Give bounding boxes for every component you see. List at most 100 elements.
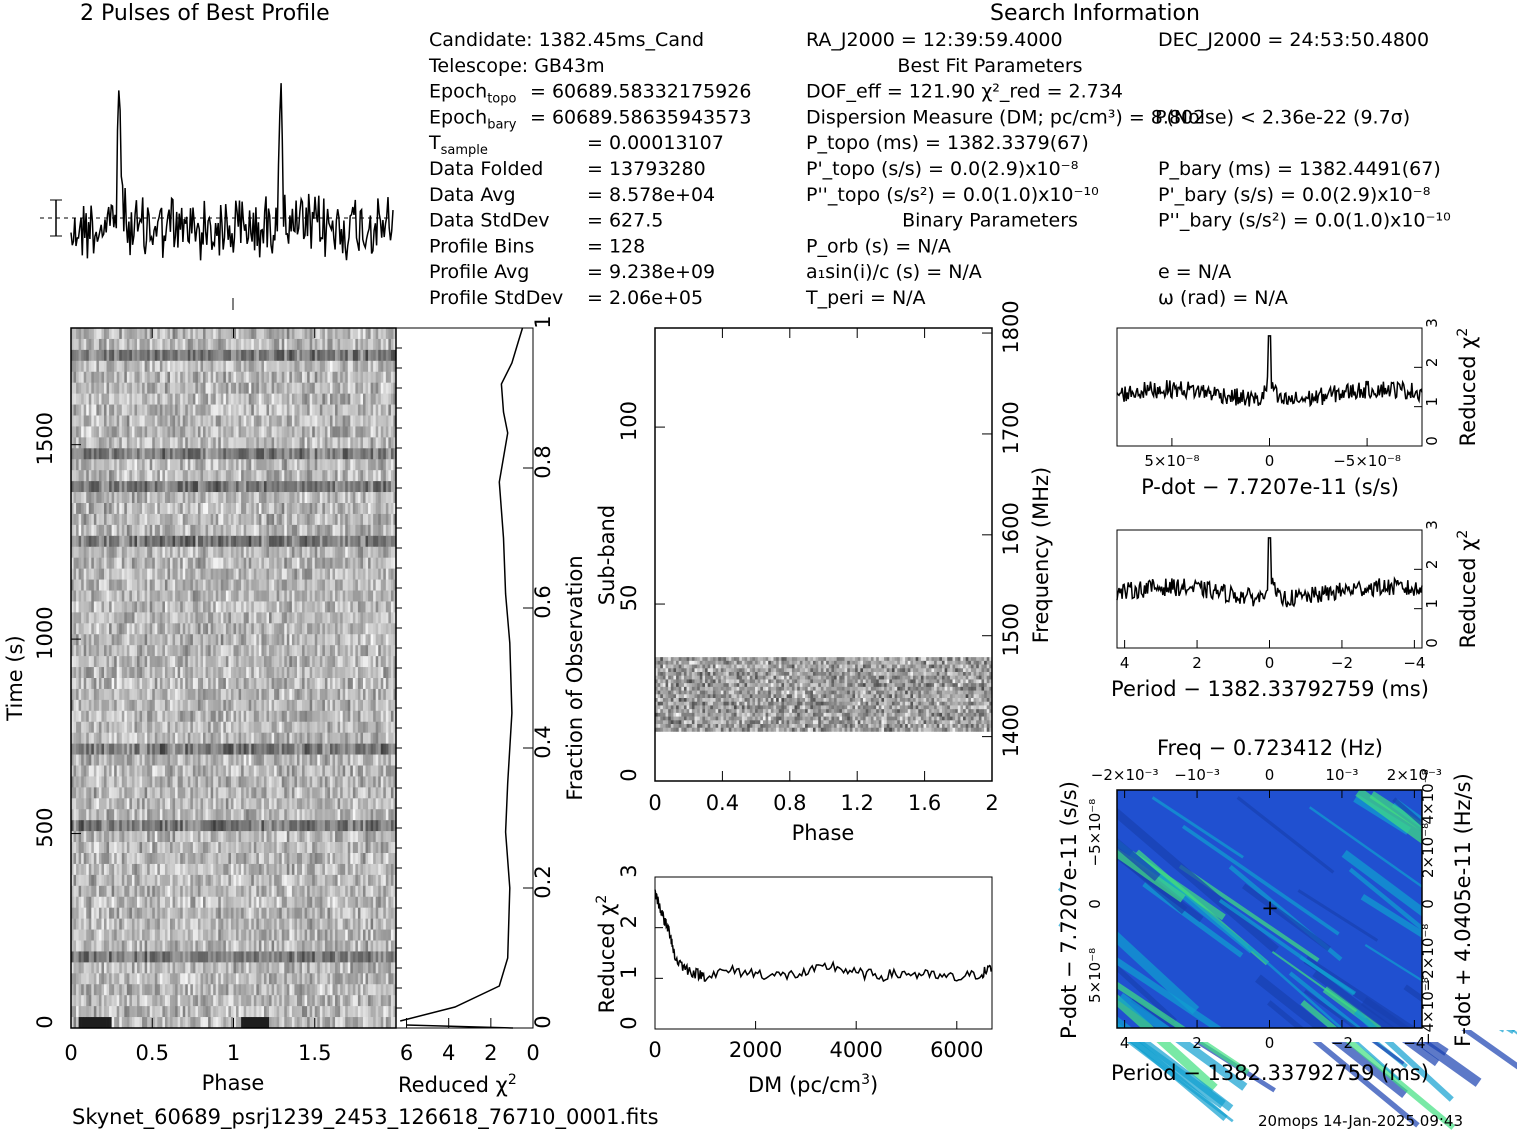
info-mid-row: P'_topo (s/s) = 0.0(2.9)x10⁻⁸ (806, 158, 1078, 180)
sb-ytick: 100 (617, 401, 641, 441)
ppd-xtick: 0 (1265, 1034, 1275, 1052)
reduced-chi2-time-plot: 6 4 2 0 0 0.2 0.4 0.6 0.8 1 Reduced χ2 Fraction of … (395, 315, 587, 1097)
info-right-row: ω (rad) = N/A (1158, 287, 1288, 309)
tp-ytick: 0 (33, 1015, 57, 1028)
info-left-row: Data Folded = 13793280 (429, 158, 706, 180)
pdot-chi2-plot: 0 1 2 3 5×10⁻⁸ 0 −5×10⁻⁸ P-dot − 7.7207e-11 (s/… (1116, 318, 1480, 499)
ppd-xtick: −4 (1403, 1034, 1425, 1052)
search-information: Candidate: 1382.45ms_Cand Telescope: GB43… (428, 29, 1451, 309)
ppd-y2tick: 2×10⁻⁸ (1419, 823, 1437, 878)
dm-ylabel: Reduced χ2 (594, 895, 619, 1014)
sb-ylabel: Sub-band (595, 505, 619, 605)
rc-ylabel: Fraction of Observation (563, 555, 587, 800)
ppd-title: Freq − 0.723412 (Hz) (1157, 736, 1383, 760)
profile-line (70, 83, 394, 261)
rc-xlabel: Reduced χ2 (398, 1072, 517, 1097)
info-left-row: Epochtopo = 60689.58332175926 (429, 81, 751, 107)
pdp-ytick: 2 (1423, 358, 1441, 368)
dm-line (654, 889, 992, 983)
tp-xtick: 0 (64, 1041, 77, 1065)
dm-xtick: 0 (648, 1038, 661, 1062)
info-mid-row: Dispersion Measure (DM; pc/cm³) = 8.802 (806, 106, 1205, 128)
dm-xlabel: DM (pc/cm3) (748, 1072, 878, 1097)
rc-ytick: 0.6 (531, 585, 555, 618)
search-title: Search Information (990, 1, 1200, 26)
tp-xtick: 1.5 (298, 1041, 331, 1065)
sb-ytick: 50 (617, 585, 641, 612)
sb-xtick: 0.4 (706, 791, 739, 815)
sb-y2tick: 1700 (999, 401, 1023, 454)
pdp-xlabel: P-dot − 7.7207e-11 (s/s) (1141, 475, 1399, 499)
rc-ytick: 0.4 (531, 725, 555, 758)
pp-xtick: 4 (1120, 654, 1130, 672)
dm-ytick: 1 (617, 966, 641, 979)
ppd-y2tick: 4×10⁻⁸ (1419, 769, 1437, 824)
info-right-row: P(Noise) < 2.36e-22 (9.7σ) (1155, 106, 1410, 128)
info-right-row: P_bary (ms) = 1382.4491(67) (1158, 158, 1441, 180)
dm-ytick: 3 (617, 864, 641, 877)
ppd-toptick: −2×10⁻³ (1091, 766, 1159, 784)
ppd-xlabel: Period − 1382.33792759 (ms) (1111, 1061, 1429, 1085)
pp-line (1116, 537, 1423, 608)
pdp-ytick: 3 (1423, 318, 1441, 328)
ppd-toptick: −10⁻³ (1174, 766, 1220, 784)
dm-chi2-plot: 0 2000 4000 6000 0 1 2 3 DM (pc/cm3) Reduced χ2 (594, 864, 993, 1097)
info-left-row: Profile Avg = 9.238e+09 (429, 261, 715, 283)
rc-ytick: 0.8 (531, 445, 555, 478)
tp-ytick: 1500 (33, 412, 57, 465)
info-left-row: Profile Bins = 128 (429, 235, 645, 257)
info-left-row: Data Avg = 8.578e+04 (429, 184, 715, 206)
info-mid-row: DOF_eff = 121.90 χ²_red = 2.734 (806, 81, 1123, 103)
pp-ylabel: Reduced χ2 (1455, 530, 1480, 649)
ppd-y2tick: −2×10⁻⁸ (1419, 924, 1437, 992)
sb-xlabel: Phase (792, 821, 855, 845)
ppd-ytick: 0 (1086, 899, 1104, 909)
rc-xtick: 4 (442, 1041, 455, 1065)
ppd-y2tick: 0 (1419, 899, 1437, 909)
tp-xtick: 1 (227, 1041, 240, 1065)
pp-ytick: 3 (1423, 520, 1441, 530)
footer-timestamp: 20mops 14-Jan-2025 09:43 (1258, 1112, 1463, 1130)
pp-ytick: 2 (1423, 560, 1441, 570)
sb-y2tick: 1500 (999, 603, 1023, 656)
ppd-toptick: 0 (1265, 766, 1275, 784)
dm-xtick: 2000 (729, 1038, 782, 1062)
sb-y2tick: 1400 (999, 704, 1023, 757)
info-left-row: Telescope: GB43m (428, 55, 605, 77)
time-phase-heatmap: 0 0.5 1 1.5 0 500 1000 1500 Phase Time (s) (3, 327, 397, 1095)
tp-ytick: 500 (33, 808, 57, 848)
rc-xtick: 6 (400, 1041, 413, 1065)
pp-xtick: 0 (1265, 654, 1275, 672)
pdp-ytick: 0 (1423, 436, 1441, 446)
sb-xtick: 0.8 (773, 791, 806, 815)
pulse-profile-plot (40, 83, 394, 310)
dm-xtick: 4000 (829, 1038, 882, 1062)
info-left-row: Candidate: 1382.45ms_Cand (429, 29, 704, 51)
rc-ytick: 0.2 (531, 865, 555, 898)
info-right-row: DEC_J2000 = 24:53:50.4800 (1158, 29, 1429, 51)
ppd-ytick: 5×10⁻⁸ (1086, 948, 1104, 1003)
info-right-row: P''_bary (s/s²) = 0.0(1.0)x10⁻¹⁰ (1158, 210, 1451, 232)
pp-xlabel: Period − 1382.33792759 (ms) (1111, 677, 1429, 701)
rc-ytick: 1 (531, 315, 555, 328)
pdp-line (1116, 335, 1423, 408)
pp-ytick: 0 (1423, 638, 1441, 648)
sb-xtick: 2 (985, 791, 998, 815)
rc-xtick: 2 (484, 1041, 497, 1065)
pdp-ylabel: Reduced χ2 (1455, 328, 1480, 447)
tp-xlabel: Phase (202, 1071, 265, 1095)
period-chi2-plot: 0 1 2 3 4 2 0 −2 −4 Period − 1382.33792759 (ms) Re… (1111, 520, 1480, 701)
info-mid-row: RA_J2000 = 12:39:59.4000 (806, 29, 1063, 51)
info-left-row: Profile StdDev = 2.06e+05 (429, 287, 703, 309)
sb-xtick: 0 (648, 791, 661, 815)
sb-y2tick: 1800 (999, 300, 1023, 353)
pp-xtick: 2 (1192, 654, 1202, 672)
pp-xtick: −4 (1403, 654, 1425, 672)
rc-line (400, 327, 524, 1022)
filename: Skynet_60689_psrj1239_2453_126618_76710_… (72, 1105, 659, 1130)
ppd-ylabel: P-dot − 7.7207e-11 (s/s) (1057, 781, 1081, 1039)
tp-ytick: 1000 (33, 606, 57, 659)
profile-title: 2 Pulses of Best Profile (80, 1, 330, 26)
info-mid-row: T_peri = N/A (805, 287, 926, 309)
